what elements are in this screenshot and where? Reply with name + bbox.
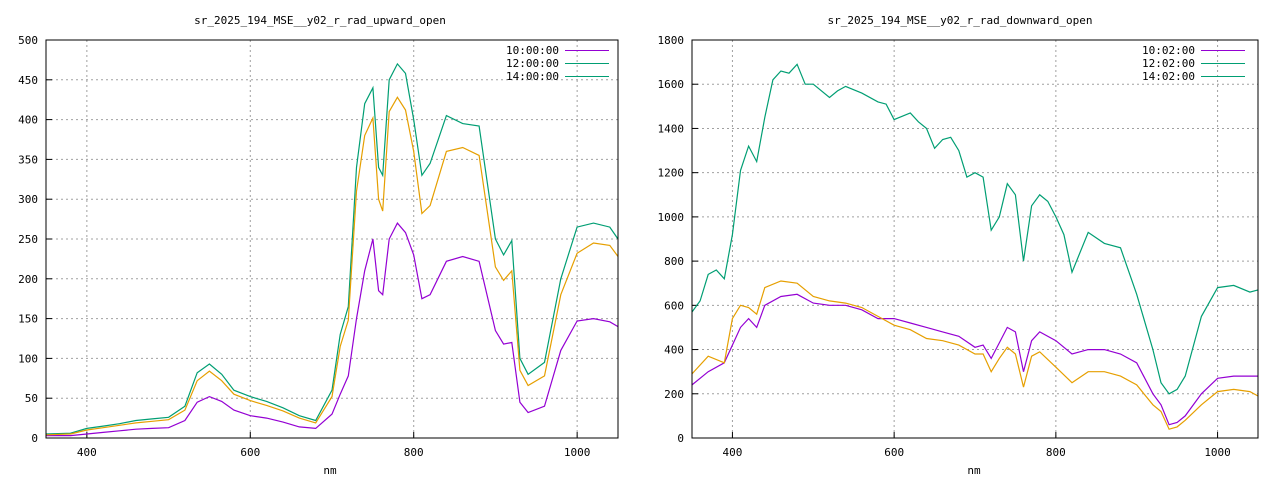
legend-label: 14:02:00 (1142, 70, 1195, 83)
chart-title: sr_2025_194_MSE__y02_r_rad_downward_open (827, 14, 1093, 27)
legend-swatch (1201, 50, 1245, 51)
y-tick-label: 1600 (658, 78, 685, 91)
y-tick-label: 150 (18, 313, 38, 326)
y-tick-label: 500 (18, 34, 38, 47)
x-tick-label: 400 (77, 446, 97, 459)
x-tick-label: 800 (1046, 446, 1066, 459)
x-axis-label: nm (967, 464, 981, 477)
plot-frame (45, 39, 619, 439)
y-tick-label: 400 (18, 114, 38, 127)
x-tick-label: 400 (722, 446, 742, 459)
series-line (46, 222, 619, 437)
y-tick-label: 1200 (658, 167, 685, 180)
legend-entry: 12:02:00 (1142, 57, 1245, 70)
legend-swatch (565, 63, 609, 64)
x-tick-label: 1000 (564, 446, 591, 459)
legend: 10:00:00 12:00:00 14:00:00 (506, 44, 609, 83)
legend: 10:02:00 12:02:00 14:02:00 (1142, 44, 1245, 83)
series-line (45, 96, 619, 436)
y-tick-label: 50 (25, 392, 38, 405)
x-tick-label: 600 (240, 446, 260, 459)
legend-entry: 10:00:00 (506, 44, 609, 57)
legend-swatch (565, 76, 609, 77)
y-tick-label: 800 (664, 255, 684, 268)
legend-entry: 10:02:00 (1142, 44, 1245, 57)
y-tick-label: 1800 (658, 34, 685, 47)
legend-entry: 12:00:00 (506, 57, 609, 70)
legend-label: 14:00:00 (506, 70, 559, 83)
legend-label: 10:02:00 (1142, 44, 1195, 57)
legend-swatch (1201, 63, 1245, 64)
y-tick-label: 400 (664, 344, 684, 357)
y-tick-label: 600 (664, 299, 684, 312)
plot-frame (691, 39, 1259, 439)
y-tick-label: 300 (18, 193, 38, 206)
y-tick-label: 1000 (658, 211, 685, 224)
legend-entry: 14:00:00 (506, 70, 609, 83)
y-tick-label: 450 (18, 74, 38, 87)
x-tick-label: 800 (404, 446, 424, 459)
chart-panel-upward: sr_2025_194_MSE__y02_r_rad_upward_open 0… (18, 14, 619, 477)
series-line (691, 280, 1259, 430)
legend-swatch (1201, 76, 1245, 77)
legend-label: 12:02:00 (1142, 57, 1195, 70)
plot-area: 0 200 400 600 800 1000 1200 1400 1600 1800 400 600 8… (658, 34, 1259, 459)
y-tick-label: 0 (31, 432, 38, 445)
x-tick-label: 1000 (1204, 446, 1231, 459)
legend-entry: 14:02:00 (1142, 70, 1245, 83)
y-tick-label: 200 (664, 388, 684, 401)
plot-area: 0 50 100 150 200 250 300 350 400 450 500 400 600 800 1… (18, 34, 619, 459)
y-tick-label: 1400 (658, 122, 685, 135)
series-line (45, 62, 619, 435)
legend-label: 12:00:00 (506, 57, 559, 70)
legend-label: 10:00:00 (506, 44, 559, 57)
x-tick-label: 600 (884, 446, 904, 459)
chart-panel-downward: sr_2025_194_MSE__y02_r_rad_downward_open… (640, 0, 1280, 480)
series-line (691, 293, 1258, 426)
series-line (691, 63, 1259, 395)
y-tick-label: 250 (18, 233, 38, 246)
y-tick-label: 0 (677, 432, 684, 445)
chart-title: sr_2025_194_MSE__y02_r_rad_upward_open (194, 14, 446, 27)
x-axis-label: nm (323, 464, 337, 477)
y-tick-label: 200 (18, 273, 38, 286)
legend-swatch (565, 50, 609, 51)
y-tick-label: 100 (18, 352, 38, 365)
y-tick-label: 350 (18, 153, 38, 166)
